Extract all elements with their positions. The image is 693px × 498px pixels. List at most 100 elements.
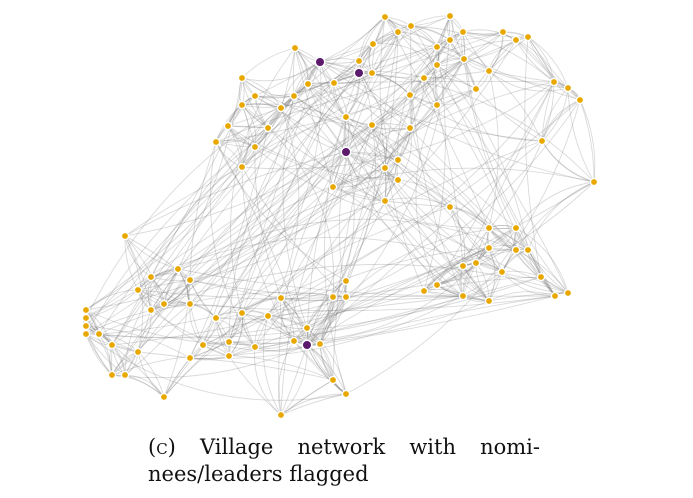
network-edge [541, 81, 555, 142]
network-edge [306, 280, 347, 346]
network-edge [449, 31, 504, 41]
network-edge [124, 235, 144, 353]
network-edge [230, 47, 296, 314]
network-edge [541, 99, 581, 142]
network-edge [278, 151, 347, 416]
network-edge [228, 295, 464, 343]
village-node [107, 340, 117, 350]
network-edge [124, 235, 139, 291]
network-edge [137, 351, 165, 398]
network-edge [449, 206, 490, 249]
network-edge [280, 393, 347, 416]
network-edge [280, 393, 347, 416]
network-edge [241, 82, 335, 108]
network-edge [462, 31, 569, 294]
village-node [133, 285, 143, 295]
village-node [367, 68, 377, 78]
network-edge [345, 99, 581, 298]
village-node [237, 100, 247, 110]
flagged-node [314, 56, 326, 68]
network-edge [150, 83, 309, 278]
network-edge [397, 88, 477, 161]
network-edge [150, 309, 321, 352]
village-node [237, 162, 247, 172]
network-edge [475, 227, 517, 264]
village-node [445, 35, 455, 45]
village-node [263, 123, 273, 133]
network-edge [384, 16, 490, 229]
network-edge [189, 141, 217, 281]
village-node [237, 308, 247, 318]
network-edge [241, 107, 282, 168]
village-node [81, 321, 91, 331]
network-edge [241, 81, 555, 170]
network-edge [449, 39, 490, 72]
network-edge [397, 64, 438, 161]
village-node [432, 280, 442, 290]
network-edge [215, 70, 490, 143]
village-node [380, 196, 390, 206]
village-node [185, 275, 195, 285]
village-node [341, 112, 351, 122]
network-edge [332, 186, 386, 202]
network-edge [254, 127, 411, 348]
village-node [445, 202, 455, 212]
network-edge [254, 146, 282, 299]
village-node [405, 123, 415, 133]
network-edge [267, 127, 569, 294]
network-edge [85, 46, 438, 319]
village-node [328, 375, 338, 385]
village-node [458, 261, 468, 271]
network-edge [137, 116, 347, 291]
network-edge [319, 343, 347, 395]
village-node [250, 91, 260, 101]
caption-line-1: (c) Village network with nomi- [148, 434, 540, 461]
village-node [432, 60, 442, 70]
network-edge [111, 247, 490, 346]
network-edge [463, 58, 569, 89]
network-edge [345, 124, 376, 282]
network-edge [488, 70, 543, 142]
network-edge [333, 80, 555, 84]
network-edge [85, 309, 295, 345]
village-node [511, 35, 521, 45]
network-edge [150, 236, 503, 278]
network-edge [345, 99, 581, 395]
network-edge [209, 141, 256, 348]
network-edge [280, 292, 334, 299]
network-edge [280, 296, 334, 299]
network-edge [332, 167, 386, 188]
network-edge [527, 36, 555, 83]
network-edge [384, 200, 451, 208]
network-edge [163, 140, 543, 398]
network-edge [98, 31, 464, 335]
network-edge [293, 340, 347, 395]
network-edge [333, 82, 556, 297]
network-edge [293, 16, 386, 97]
network-edge [527, 36, 569, 89]
network-edge [449, 39, 477, 90]
caption-word-3: with [409, 435, 456, 459]
village-node [198, 340, 208, 350]
network-edge [293, 95, 529, 251]
network-edge [463, 58, 556, 297]
network-edge [541, 140, 595, 183]
network-edge [111, 167, 386, 376]
network-edge [409, 77, 425, 129]
network-edge [306, 151, 355, 346]
network-edge [307, 83, 543, 142]
network-edge [241, 312, 321, 345]
network-edge [436, 64, 556, 297]
village-node [445, 11, 455, 21]
village-node [146, 305, 156, 315]
network-graph [81, 11, 599, 420]
network-edge [215, 141, 308, 346]
village-node [250, 342, 260, 352]
network-edge [501, 271, 556, 297]
network-edge [488, 70, 499, 229]
network-edge [124, 235, 179, 270]
edge-layer [83, 15, 596, 416]
network-edge [332, 186, 386, 202]
network-edge [280, 344, 308, 416]
network-edge [177, 268, 464, 297]
